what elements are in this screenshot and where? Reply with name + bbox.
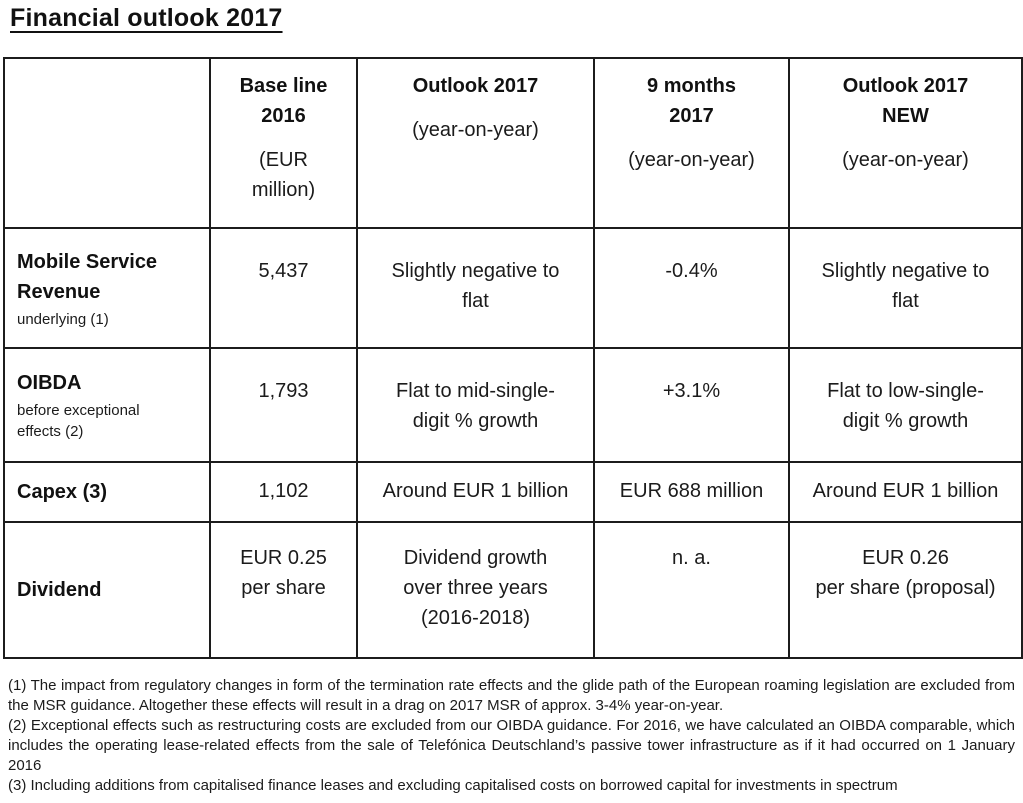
cell-nine-months: +3.1% — [593, 347, 790, 463]
footnote-2: (2) Exceptional effects such as restruct… — [8, 717, 1015, 774]
cell-nine-months: -0.4% — [593, 227, 790, 349]
column-heading: Outlook 2017 NEW — [842, 75, 969, 127]
cell-baseline: 5,437 — [209, 227, 358, 349]
header-cell-outlook-2017: Outlook 2017 (year-on-year) — [356, 57, 595, 229]
page-title: Financial outlook 2017 — [10, 4, 283, 32]
cell-outlook-new: Flat to low-single- digit % growth — [788, 347, 1023, 463]
cell-baseline: 1,793 — [209, 347, 358, 463]
cell-outlook-new: Around EUR 1 billion — [788, 461, 1023, 523]
cell-nine-months: EUR 688 million — [593, 461, 790, 523]
table-row-capex: Capex (3) 1,102 Around EUR 1 billion EUR… — [3, 461, 1023, 523]
row-note: underlying (1) — [17, 310, 109, 328]
cell-outlook-new: Slightly negative to flat — [788, 227, 1023, 349]
cell-baseline: 1,102 — [209, 461, 358, 523]
row-label: Capex (3) — [17, 481, 108, 503]
cell-outlook: Slightly negative to flat — [356, 227, 595, 349]
column-subheading: (year-on-year) — [412, 119, 539, 141]
row-label: Dividend — [17, 579, 102, 601]
row-label-cell: Capex (3) — [3, 461, 211, 523]
row-label-cell: Dividend — [3, 521, 211, 659]
row-note: before exceptional effects (2) — [17, 402, 140, 440]
cell-baseline: EUR 0.25 per share — [209, 521, 358, 659]
footnotes: (1) The impact from regulatory changes i… — [8, 676, 1015, 796]
header-cell-9-months-2017: 9 months 2017 (year-on-year) — [593, 57, 790, 229]
column-heading: Outlook 2017 — [412, 75, 539, 97]
row-label: Mobile Service Revenue — [17, 250, 158, 303]
footnote-3: (3) Including additions from capitalised… — [8, 777, 898, 794]
row-label-cell: Mobile Service Revenue underlying (1) — [3, 227, 211, 349]
cell-nine-months: n. a. — [593, 521, 790, 659]
footnote-1: (1) The impact from regulatory changes i… — [8, 677, 1015, 714]
column-subheading: (year-on-year) — [842, 149, 969, 171]
header-cell-baseline-2016: Base line 2016 (EUR million) — [209, 57, 358, 229]
header-cell-empty — [3, 57, 211, 229]
row-label: OIBDA — [17, 372, 82, 394]
row-label-cell: OIBDA before exceptional effects (2) — [3, 347, 211, 463]
column-subheading: (year-on-year) — [628, 149, 755, 171]
column-heading: 9 months 2017 — [647, 75, 736, 127]
column-heading: Base line 2016 — [239, 75, 328, 127]
cell-outlook-new: EUR 0.26 per share (proposal) — [788, 521, 1023, 659]
cell-outlook: Around EUR 1 billion — [356, 461, 595, 523]
cell-outlook: Dividend growth over three years (2016-2… — [356, 521, 595, 659]
column-subheading: (EUR million) — [251, 149, 316, 201]
cell-outlook: Flat to mid-single- digit % growth — [356, 347, 595, 463]
table-row-dividend: Dividend EUR 0.25 per share Dividend gro… — [3, 521, 1023, 659]
outlook-table: Base line 2016 (EUR million) Outlook 201… — [3, 57, 1023, 659]
table-row-oibda: OIBDA before exceptional effects (2) 1,7… — [3, 347, 1023, 463]
header-cell-outlook-2017-new: Outlook 2017 NEW (year-on-year) — [788, 57, 1023, 229]
header-row: Base line 2016 (EUR million) Outlook 201… — [3, 57, 1023, 229]
table-row-mobile-service-revenue: Mobile Service Revenue underlying (1) 5,… — [3, 227, 1023, 349]
